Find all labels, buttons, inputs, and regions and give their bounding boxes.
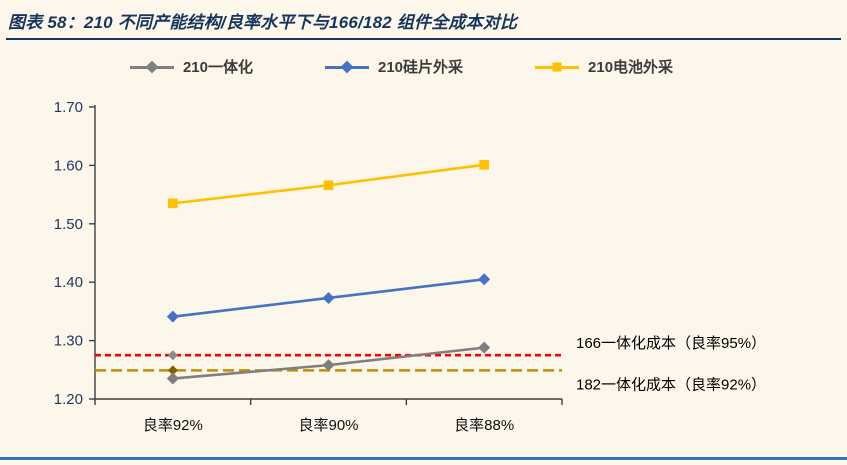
line-chart: 1.20 1.30 1.40 1.50 1.60 1.70 良率92% 良率90% 良率88% 1… — [54, 99, 766, 434]
reference-label-1: 182一体化成本（良率92%） — [576, 376, 766, 393]
reference-marker-diamond-icon — [167, 365, 178, 376]
y-tick-label: 1.30 — [54, 333, 83, 350]
marker-diamond-icon — [322, 291, 335, 304]
chart-legend: 210一体化 210硅片外采 210电池外采 — [0, 56, 847, 77]
reference-marker-diamond-icon — [167, 350, 178, 361]
marker-diamond-icon — [166, 310, 179, 323]
x-category-label: 良率90% — [298, 417, 358, 434]
marker-diamond-icon — [478, 273, 491, 286]
y-tick-label: 1.60 — [54, 157, 83, 174]
reference-label-0: 166一体化成本（良率95%） — [576, 335, 766, 352]
marker-square-icon — [323, 180, 334, 191]
marker-square-icon — [479, 160, 489, 170]
x-category-label: 良率88% — [454, 417, 514, 434]
legend-swatch-diamond-icon — [129, 60, 174, 73]
legend-label: 210一体化 — [182, 59, 253, 76]
legend-label: 210电池外采 — [588, 59, 674, 76]
x-category-label: 良率92% — [143, 417, 203, 434]
marker-diamond-icon — [478, 341, 491, 354]
legend-swatch-square-icon — [535, 61, 580, 73]
y-tick-label: 1.50 — [54, 216, 83, 233]
marker-square-icon — [168, 198, 178, 209]
legend-item-2: 210电池外采 — [535, 56, 673, 77]
y-tick-label: 1.40 — [54, 274, 83, 291]
chart-title: 图表 58：210 不同产能结构/良率水平下与166/182 组件全成本对比 — [8, 13, 518, 32]
legend-item-1: 210硅片外采 — [324, 56, 464, 77]
legend-label: 210硅片外采 — [377, 59, 464, 76]
legend-item-0: 210一体化 — [129, 56, 253, 77]
footer-rule — [0, 457, 847, 460]
y-tick-label: 1.70 — [54, 99, 83, 116]
chart-header: 图表 58：210 不同产能结构/良率水平下与166/182 组件全成本对比 — [6, 0, 841, 40]
marker-diamond-icon — [322, 359, 335, 372]
y-tick-label: 1.20 — [54, 391, 83, 408]
legend-swatch-diamond-icon — [324, 60, 369, 73]
marker-diamond-icon — [166, 372, 179, 385]
